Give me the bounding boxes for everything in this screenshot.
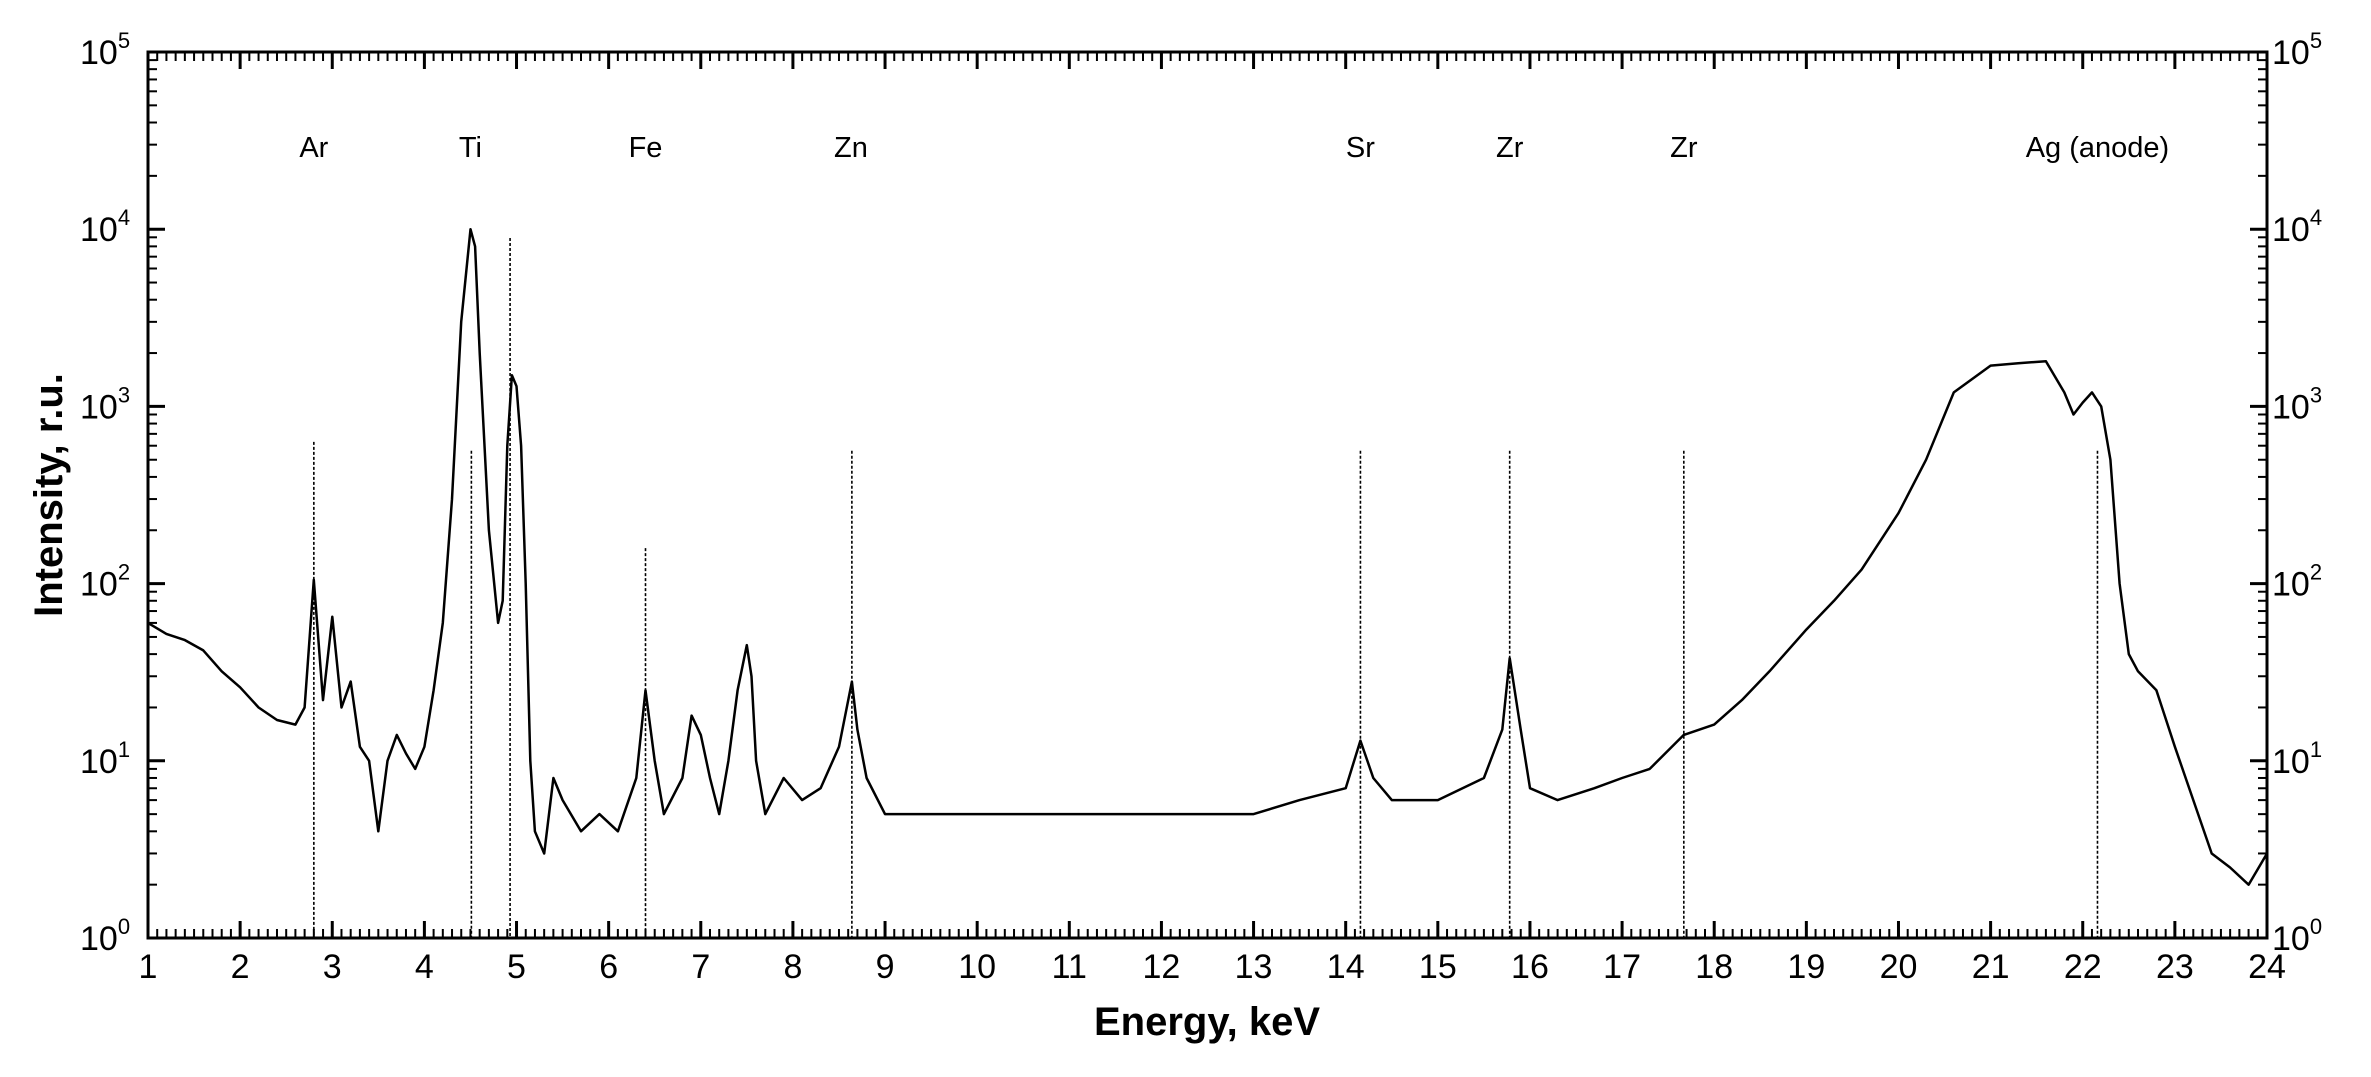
x-axis-title: Energy, keV — [1094, 1000, 1320, 1044]
peak-label: Zr — [1670, 132, 1698, 164]
x-tick-label: 24 — [2248, 948, 2286, 986]
x-tick-label: 7 — [691, 948, 710, 986]
peak-label: Fe — [629, 132, 663, 164]
peak-label: Ar — [299, 132, 328, 164]
y-tick-label-right: 104 — [2272, 205, 2322, 249]
x-tick-label: 11 — [1052, 948, 1087, 986]
peak-label: Zr — [1496, 132, 1524, 164]
y-tick-label-left: 100 — [80, 914, 130, 958]
x-tick-label: 5 — [507, 948, 526, 986]
x-tick-label: 10 — [958, 948, 996, 986]
x-tick-label: 22 — [2064, 948, 2102, 986]
x-tick-label: 19 — [1787, 948, 1825, 986]
y-tick-label-right: 102 — [2272, 560, 2322, 604]
y-tick-label-right: 101 — [2272, 737, 2322, 781]
y-tick-label-left: 103 — [80, 382, 130, 426]
peak-label: Sr — [1346, 132, 1375, 164]
peak-labels: Ar Ti Fe Zn Sr Zr Zr Ag (anode) — [299, 132, 2169, 164]
x-tick-label: 14 — [1327, 948, 1365, 986]
x-tick-label: 8 — [783, 948, 802, 986]
y-tick-label-left: 105 — [80, 28, 130, 72]
spectrum-line — [147, 227, 2269, 886]
x-tick-label: 1 — [139, 948, 158, 986]
major-ticks — [146, 50, 2269, 940]
peak-label: Zn — [834, 132, 868, 164]
y-tick-labels-left: 100 101 102 103 104 105 — [80, 28, 130, 958]
x-tick-label: 12 — [1143, 948, 1181, 986]
x-tick-labels: 1 2 3 4 5 6 7 8 9 10 11 12 13 14 15 16 17 18 19 20 21 22 23 24 — [139, 948, 2286, 986]
peak-label: Ti — [459, 132, 482, 164]
x-tick-label: 23 — [2156, 948, 2194, 986]
x-tick-label: 3 — [323, 948, 342, 986]
x-tick-label: 16 — [1511, 948, 1549, 986]
x-tick-label: 17 — [1603, 948, 1641, 986]
y-tick-label-left: 104 — [80, 205, 130, 249]
x-tick-label: 6 — [599, 948, 618, 986]
x-tick-label: 21 — [1972, 948, 2010, 986]
x-tick-label: 15 — [1419, 948, 1457, 986]
minor-ticks — [148, 52, 2267, 938]
x-tick-label: 2 — [231, 948, 250, 986]
peak-marker-lines — [313, 238, 2099, 938]
plot-frame — [146, 50, 2269, 940]
peak-label: Ag (anode) — [2026, 132, 2170, 164]
y-axis-title: Intensity, r.u. — [27, 373, 71, 617]
y-tick-label-right: 103 — [2272, 382, 2322, 426]
y-tick-label-right: 100 — [2272, 914, 2322, 958]
y-tick-label-left: 102 — [80, 560, 130, 604]
x-tick-label: 4 — [415, 948, 434, 986]
y-tick-label-right: 105 — [2272, 28, 2322, 72]
y-tick-labels-right: 100 101 102 103 104 105 — [2272, 28, 2322, 958]
x-tick-label: 13 — [1235, 948, 1273, 986]
x-tick-label: 20 — [1880, 948, 1918, 986]
x-tick-label: 18 — [1695, 948, 1733, 986]
y-tick-label-left: 101 — [80, 737, 130, 781]
x-tick-label: 9 — [876, 948, 895, 986]
